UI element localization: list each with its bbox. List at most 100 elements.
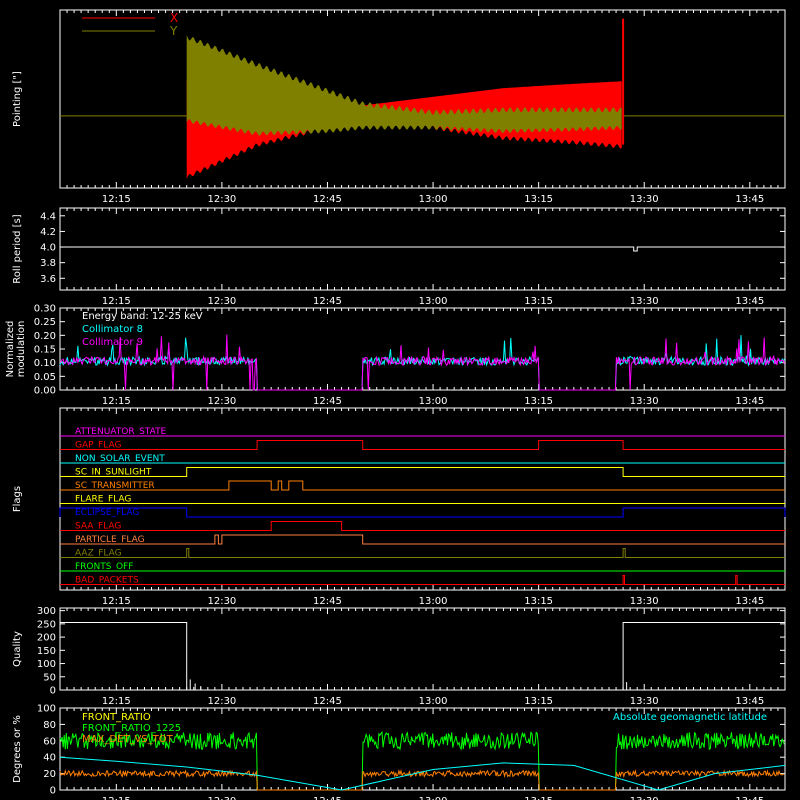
- modulation-legend-1: Collimator 8: [82, 324, 143, 335]
- flag-line-eclipse-flag: [59, 507, 786, 518]
- y-tick-label: 0.25: [34, 317, 56, 328]
- x-tick-label: 12:30: [207, 696, 236, 707]
- quality-line: [60, 622, 785, 691]
- x-tick-label: 13:15: [524, 696, 553, 707]
- y-tick-label: 50: [43, 672, 56, 683]
- x-tick-label: 12:30: [207, 796, 236, 800]
- x-tick-label: 13:30: [630, 194, 659, 205]
- x-tick-label: 13:00: [419, 194, 448, 205]
- y-axis-label: Quality: [12, 631, 23, 667]
- flag-label-sc-in-sunlight: SC_IN_SUNLIGHT: [75, 468, 152, 478]
- y-tick-label: 3.8: [40, 258, 56, 269]
- x-tick-label: 12:30: [207, 396, 236, 407]
- x-tick-label: 13:30: [630, 596, 659, 607]
- x-tick-label: 12:30: [207, 296, 236, 307]
- x-tick-label: 13:45: [735, 696, 764, 707]
- x-tick-label: 12:45: [313, 796, 342, 800]
- panel-4: 12:15 12:30 12:45 13:00 13:15 13:30 13:45 Flags…: [12, 407, 786, 607]
- roll-period-line: [60, 246, 785, 252]
- panel-1: 12:15 12:30 12:45 13:00 13:15 13:30 13:45 Point…: [12, 9, 786, 205]
- x-tick-label: 13:15: [524, 296, 553, 307]
- legend-label-y: Y: [169, 24, 178, 38]
- x-tick-label: 13:00: [419, 696, 448, 707]
- y-tick-label: 3.6: [40, 274, 56, 285]
- flag-label-eclipse-flag: ECLIPSE_FLAG: [75, 508, 139, 518]
- geomagnetic-latitude-line: [59, 756, 786, 791]
- x-tick-label: 13:45: [735, 396, 764, 407]
- x-tick-label: 12:15: [102, 194, 131, 205]
- x-tick-label: 12:15: [102, 696, 131, 707]
- flag-line-sc-transmitter: [60, 480, 785, 491]
- y-tick-label: 0.30: [34, 304, 56, 315]
- y-tick-label: 60: [43, 736, 56, 747]
- series-front-ratio-1225: [59, 730, 785, 791]
- panel-frame: [59, 407, 786, 591]
- x-tick-label: 13:30: [630, 696, 659, 707]
- y-tick-label: 0.20: [34, 331, 56, 342]
- flag-line-aaz-flag: [60, 548, 785, 558]
- x-tick-label: 13:45: [735, 796, 764, 800]
- x-tick-label: 12:45: [313, 696, 342, 707]
- x-tick-label: 12:45: [313, 194, 342, 205]
- y-tick-label: 0.15: [34, 345, 56, 356]
- x-tick-label: 13:30: [630, 396, 659, 407]
- y-tick-label: 300: [37, 606, 56, 617]
- flag-label-aaz-flag: AAZ_FLAG: [75, 549, 122, 559]
- x-tick-label: 13:30: [630, 296, 659, 307]
- flag-label-non-solar-event: NON_SOLAR_EVENT: [75, 454, 165, 464]
- x-tick-label: 13:00: [419, 396, 448, 407]
- series-max-det-vs-tot: [59, 768, 785, 791]
- flag-label-sc-transmitter: SC_TRANSMITTER: [75, 481, 155, 491]
- y-axis-label: Normalized: [5, 321, 16, 378]
- y-axis-label: Pointing ["]: [12, 71, 23, 127]
- x-tick-label: 12:15: [102, 596, 131, 607]
- legend-front-ratio-1225: FRONT_RATIO_1225: [82, 723, 181, 734]
- flag-line-gap-flag: [60, 440, 785, 450]
- y-tick-label: 20: [43, 769, 56, 780]
- y-tick-label: 4.2: [40, 227, 56, 238]
- flag-line-bad-packets: [60, 575, 785, 585]
- modulation-legend-2: Collimator 9: [82, 337, 143, 348]
- y-tick-label: 250: [37, 619, 56, 630]
- modulation-legend-0: Energy band: 12-25 keV: [82, 311, 203, 322]
- x-tick-label: 12:45: [313, 296, 342, 307]
- flag-label-gap-flag: GAP_FLAG: [75, 441, 121, 451]
- y-tick-label: 0.00: [34, 386, 56, 397]
- modulation-collimator-9: [59, 334, 785, 391]
- panel-5: 12:15 12:30 12:45 13:00 13:15 13:30 13:45 Quali…: [12, 606, 786, 707]
- y-tick-label: 200: [37, 633, 56, 644]
- x-tick-label: 13:00: [419, 796, 448, 800]
- y-axis-label: Degrees or %: [12, 715, 23, 783]
- x-tick-label: 12:45: [313, 596, 342, 607]
- panel-3: 12:15 12:30 12:45 13:00 13:15 13:30 13:45 Norma…: [5, 304, 786, 407]
- panel-frame: [59, 9, 786, 189]
- y-tick-label: 0: [50, 686, 56, 697]
- y-tick-label: 0: [50, 786, 56, 797]
- x-tick-label: 13:30: [630, 796, 659, 800]
- x-tick-label: 12:30: [207, 194, 236, 205]
- x-tick-label: 13:15: [524, 194, 553, 205]
- x-tick-label: 12:15: [102, 396, 131, 407]
- x-tick-label: 13:45: [735, 194, 764, 205]
- y-tick-label: 80: [43, 720, 56, 731]
- x-tick-label: 13:15: [524, 396, 553, 407]
- x-tick-label: 12:15: [102, 296, 131, 307]
- legend-max-det-vs-tot: MAX_DET_VS_TOT: [82, 734, 174, 745]
- panel-frame: [59, 707, 786, 791]
- y-tick-label: 4.4: [40, 211, 56, 222]
- legend-geomagnetic-latitude: Absolute geomagnetic latitude: [613, 712, 767, 723]
- flag-line-sc-in-sunlight: [60, 467, 785, 477]
- y-axis-label: Roll period [s]: [12, 214, 23, 283]
- flag-label-bad-packets: BAD_PACKETS: [75, 576, 139, 586]
- panel-6: 12:15 12:30 12:45 13:00 13:15 13:30 13:45 Degre…: [12, 704, 786, 800]
- y-axis-label: Flags: [12, 486, 23, 512]
- y-tick-label: 40: [43, 753, 56, 764]
- x-tick-label: 12:45: [313, 396, 342, 407]
- y-tick-label: 100: [37, 704, 56, 715]
- flag-label-flare-flag: FLARE_FLAG: [75, 495, 131, 505]
- legend-front-ratio: FRONT_RATIO: [82, 712, 151, 723]
- y-tick-label: 4.0: [40, 243, 56, 254]
- panel-frame: [59, 207, 786, 291]
- flag-label-attenuator-state: ATTENUATOR_STATE: [75, 427, 167, 437]
